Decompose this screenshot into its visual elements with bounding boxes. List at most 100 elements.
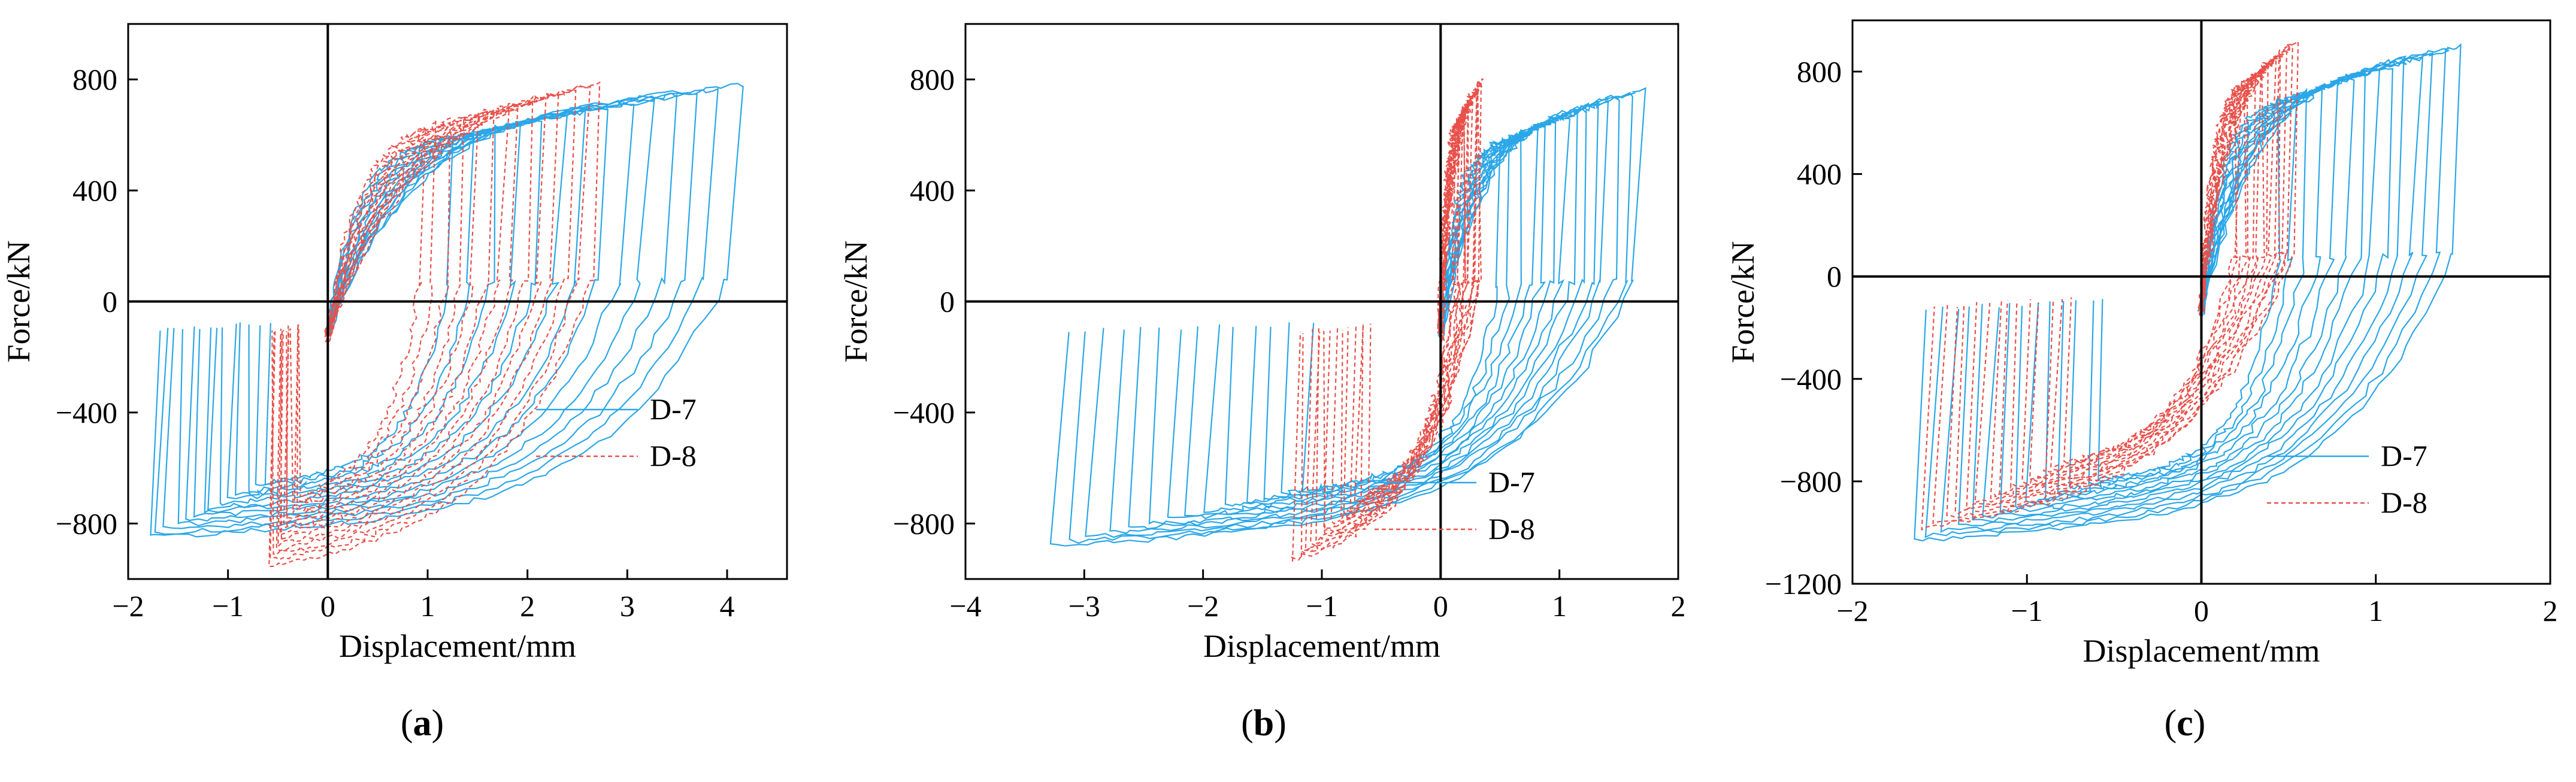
series-d-8 <box>1921 41 2299 531</box>
y-axis-title: Force/kN <box>1725 241 1761 363</box>
x-tick-label: 3 <box>620 589 635 623</box>
series-d-7-cycle <box>177 94 678 527</box>
series-d-7-cycle <box>1924 49 2450 538</box>
series-d-8-cycle <box>286 112 480 519</box>
series-d-8-cycle <box>1966 55 2281 511</box>
y-tick-label: 400 <box>1797 157 1842 191</box>
x-tick-label: −3 <box>1068 589 1100 623</box>
y-axis-title: Force/kN <box>1 241 37 363</box>
series-d-7-cycle <box>1184 115 1571 517</box>
x-tick-label: 2 <box>520 589 535 623</box>
y-tick-label: −400 <box>1780 362 1842 396</box>
series-d-8-cycle <box>284 105 510 529</box>
series-d-7-cycle <box>1167 111 1578 520</box>
y-tick-label: 800 <box>910 63 955 96</box>
x-tick-label: −1 <box>212 589 244 623</box>
y-tick-label: 0 <box>102 285 117 319</box>
y-tick-label: 800 <box>72 63 117 96</box>
y-tick-label: −800 <box>1780 465 1842 498</box>
x-axis-title: Displacement/mm <box>2083 633 2320 669</box>
legend-label-d-7: D-7 <box>650 392 697 426</box>
series-d-7-cycle <box>1049 87 1646 547</box>
chart-panel-b: −4 −3 −2 −1 0 1 2 −800 −400 0 400 800 Displacement/m… <box>838 23 1686 744</box>
series-d-8-cycle <box>293 117 451 508</box>
legend-label-d-8: D-8 <box>650 439 697 472</box>
x-tick-label: −4 <box>949 589 981 623</box>
series-d-8-cycle <box>1367 122 1459 495</box>
legend: D-7D-8 <box>1375 465 1535 545</box>
chart-panel-a: −2 −1 0 1 2 3 4 −800 −400 0 400 800 Displacement/mm F… <box>1 23 788 744</box>
series-d-8-cycle <box>283 108 495 525</box>
series-d-8-cycle <box>271 89 577 555</box>
legend-label-d-8: D-8 <box>2381 486 2427 519</box>
legend-label-d-8: D-8 <box>1488 512 1535 545</box>
series-d-7-cycle <box>1914 43 2462 542</box>
y-tick-label: 0 <box>1827 260 1842 293</box>
series-d-7-cycle <box>1958 54 2424 526</box>
series-d-8-cycle <box>298 128 426 498</box>
series-d-7-cycle <box>1940 52 2435 534</box>
x-tick-label: 1 <box>2368 594 2383 628</box>
x-tick-label: 1 <box>420 589 435 623</box>
series-d-8-cycle <box>1999 64 2266 495</box>
series-d-7-cycle <box>2025 77 2355 505</box>
series-d-7-cycle <box>1263 129 1523 502</box>
series-d-8-cycle <box>1932 43 2294 525</box>
x-tick-label: 0 <box>2194 594 2209 628</box>
series-d-7-cycle <box>204 108 609 514</box>
series-d-7-cycle <box>2015 73 2366 510</box>
plot-area <box>1914 41 2462 542</box>
legend: D-7D-8 <box>2267 439 2427 519</box>
series-d-8-cycle <box>296 120 440 504</box>
plot-area <box>150 81 744 568</box>
x-axis-title: Displacement/mm <box>1203 628 1440 664</box>
series-d-8-cycle <box>1946 46 2289 519</box>
series-d-8-cycle <box>1340 106 1467 520</box>
x-tick-label: −2 <box>112 589 144 623</box>
x-tick-label: −2 <box>1187 589 1219 623</box>
series-d-7-cycle <box>154 87 719 535</box>
legend: D-7D-8 <box>536 392 697 472</box>
series-d-7-cycle <box>162 92 698 529</box>
series-d-8-cycle <box>2009 70 2263 489</box>
panel-label-b: (b) <box>1241 703 1287 744</box>
series-d-7-cycle <box>1068 92 1633 544</box>
series-d-7-cycle <box>2088 95 2298 486</box>
x-tick-label: 4 <box>720 589 735 623</box>
series-d-7-cycle <box>219 114 568 506</box>
series-d-7-cycle <box>1982 68 2393 519</box>
series-d-8-cycle <box>1990 62 2269 499</box>
series-d-8-cycle <box>2029 77 2250 480</box>
x-axis-title: Displacement/mm <box>339 628 576 664</box>
chart-panel-c: −2 −1 0 1 2 −1200 −800 −400 0 400 800 Displacement/… <box>1725 19 2558 744</box>
y-tick-label: −1200 <box>1765 567 1842 601</box>
panel-label-a: (a) <box>401 703 444 744</box>
x-tick-label: −1 <box>2011 594 2043 628</box>
series-d-8-cycle <box>1349 114 1464 510</box>
legend-label-d-7: D-7 <box>1488 465 1535 499</box>
y-tick-label: 800 <box>1797 55 1842 89</box>
series-d-8-cycle <box>1310 89 1479 547</box>
series-d-7-cycle <box>2057 84 2323 494</box>
y-tick-label: −800 <box>56 507 117 540</box>
series-d-7-cycle <box>2044 81 2339 501</box>
series-d-7 <box>1049 87 1646 547</box>
series-d-8-cycle <box>277 96 547 548</box>
series-d-8-cycle <box>279 102 519 536</box>
y-tick-label: 0 <box>940 285 955 319</box>
series-d-7-cycle <box>207 108 586 511</box>
series-d-8-cycle <box>289 114 468 514</box>
series-d-8-cycle <box>1974 58 2277 504</box>
x-tick-label: 2 <box>1671 589 1686 623</box>
series-d-8-cycle <box>268 81 601 568</box>
series-d-8-cycle <box>1291 78 1484 562</box>
series-d-7-cycle <box>1246 128 1539 504</box>
series-d-8-cycle <box>1315 91 1478 542</box>
series-d-8 <box>1291 78 1484 562</box>
series-d-7-cycle <box>255 129 475 486</box>
x-tick-label: 0 <box>320 589 335 623</box>
series-d-8-cycle <box>1921 41 2299 531</box>
series-d-7-cycle <box>1085 95 1620 538</box>
legend-label-d-7: D-7 <box>2381 439 2427 472</box>
